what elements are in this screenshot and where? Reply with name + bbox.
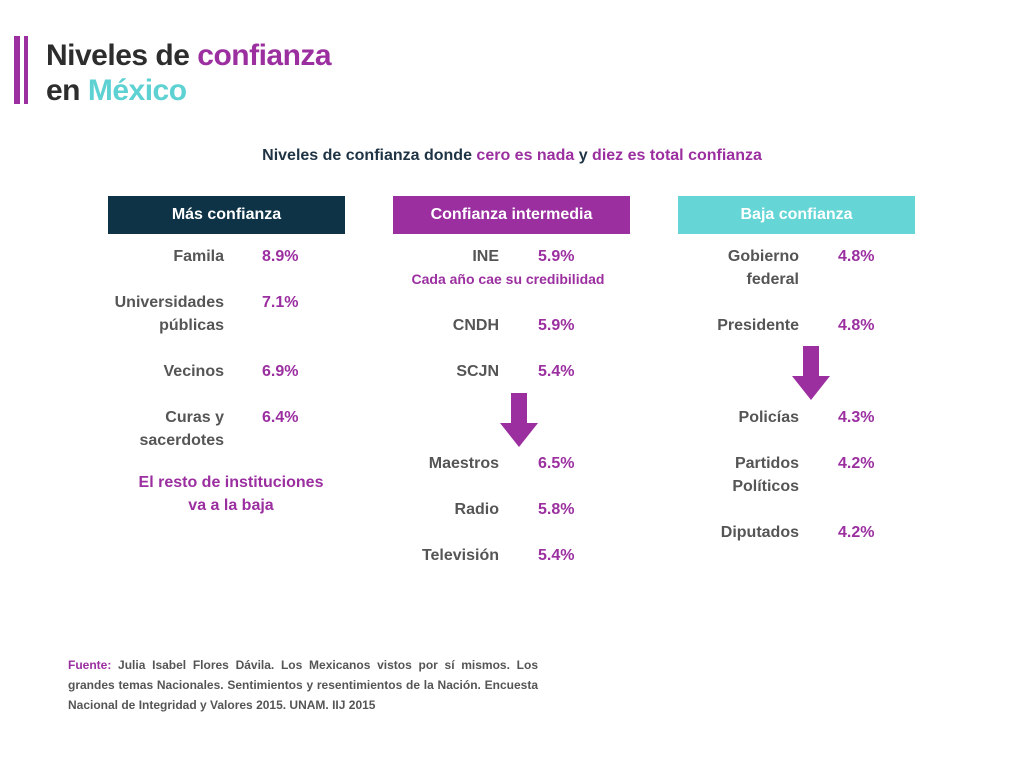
item-value: 6.5% <box>538 455 575 472</box>
title-accent-bar-2 <box>24 36 28 104</box>
item-label: CNDH <box>452 317 499 334</box>
item-label: Vecinos <box>163 363 224 380</box>
page-title: Niveles de confianza en México <box>46 38 332 108</box>
column-note: El resto de instituciones va a la baja <box>138 474 324 514</box>
item-value: 6.4% <box>262 409 299 426</box>
item-label: Televisión <box>421 547 499 564</box>
item-value: 7.1% <box>262 294 299 311</box>
column-header-baja-confianza: Baja confianza <box>678 196 915 234</box>
item-label: Radio <box>454 501 499 518</box>
item-value: 5.9% <box>538 317 575 334</box>
subtitle-part: diez es total confianza <box>592 147 762 164</box>
title-word: México <box>87 74 187 107</box>
item-value: 6.9% <box>262 363 299 380</box>
item-label: Curas y sacerdotes <box>139 409 225 449</box>
down-arrow-icon <box>792 346 830 400</box>
item-value: 4.2% <box>838 524 875 541</box>
title-word: Niveles de <box>46 39 198 72</box>
down-arrow-icon <box>500 393 538 447</box>
column-header-confianza-intermedia: Confianza intermedia <box>393 196 630 234</box>
item-label: Maestros <box>428 455 499 472</box>
column-header-mas-confianza: Más confianza <box>108 196 345 234</box>
subtitle: Niveles de confianza donde cero es nada … <box>0 147 1024 165</box>
item-value: 4.2% <box>838 455 875 472</box>
title-accent-bar <box>14 36 20 104</box>
source-note: Fuente: Julia Isabel Flores Dávila. Los … <box>68 655 538 715</box>
subtitle-part: cero es nada <box>476 147 575 164</box>
item-value: 4.8% <box>838 248 875 265</box>
item-value: 8.9% <box>262 248 299 265</box>
item-label: Diputados <box>720 524 799 541</box>
item-value: 5.8% <box>538 501 575 518</box>
item-value: 5.4% <box>538 363 575 380</box>
subtitle-part: Niveles de confianza donde <box>262 147 477 164</box>
item-label: Universidades públicas <box>114 294 224 334</box>
item-value: 4.8% <box>838 317 875 334</box>
item-value: 5.9% <box>538 248 575 265</box>
item-label: Gobierno federal <box>727 248 799 288</box>
item-label: Partidos Políticos <box>732 455 799 495</box>
title-word: confianza <box>197 39 332 72</box>
item-label: SCJN <box>456 363 499 380</box>
item-label: Presidente <box>717 317 799 334</box>
item-label: INE <box>472 248 499 265</box>
title-word: en <box>46 74 88 107</box>
item-label: Policías <box>738 409 799 426</box>
item-value: 5.4% <box>538 547 575 564</box>
source-text: Julia Isabel Flores Dávila. Los Mexicano… <box>68 658 538 712</box>
column-note: Cada año cae su credibilidad <box>411 271 605 287</box>
subtitle-part: y <box>574 147 593 164</box>
item-label: Famila <box>173 248 224 265</box>
item-value: 4.3% <box>838 409 875 426</box>
source-label: Fuente: <box>68 658 112 672</box>
